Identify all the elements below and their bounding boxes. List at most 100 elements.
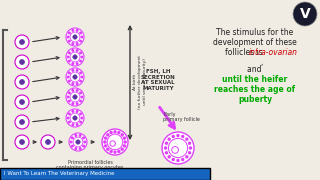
Circle shape (67, 96, 69, 98)
Circle shape (81, 96, 83, 98)
Circle shape (121, 134, 123, 136)
Circle shape (76, 103, 78, 104)
Circle shape (73, 35, 77, 39)
Circle shape (124, 141, 126, 143)
Circle shape (80, 40, 81, 42)
Text: development of these: development of these (213, 38, 297, 47)
Text: and: and (247, 65, 263, 74)
Circle shape (84, 141, 86, 143)
Circle shape (20, 40, 24, 44)
Circle shape (107, 134, 109, 136)
Circle shape (80, 121, 81, 123)
Circle shape (69, 133, 87, 151)
Circle shape (76, 70, 78, 71)
Circle shape (79, 135, 81, 136)
Circle shape (70, 72, 80, 82)
Circle shape (76, 140, 80, 144)
Circle shape (76, 83, 78, 84)
Circle shape (73, 55, 77, 59)
Circle shape (182, 136, 184, 138)
Circle shape (72, 83, 74, 84)
Circle shape (72, 50, 74, 51)
Text: intra-ovarian: intra-ovarian (249, 48, 298, 57)
Circle shape (188, 142, 190, 144)
Circle shape (20, 80, 24, 84)
Circle shape (177, 134, 179, 136)
Circle shape (177, 159, 179, 161)
Circle shape (72, 90, 74, 91)
Circle shape (68, 40, 70, 42)
Circle shape (80, 60, 81, 62)
Circle shape (110, 141, 116, 146)
Circle shape (73, 137, 83, 147)
Circle shape (172, 136, 174, 138)
Circle shape (68, 32, 70, 34)
Circle shape (83, 145, 84, 147)
Circle shape (182, 159, 184, 161)
Circle shape (66, 88, 84, 106)
Circle shape (188, 152, 190, 154)
Circle shape (124, 145, 125, 147)
Circle shape (168, 156, 170, 158)
Circle shape (80, 32, 81, 34)
Text: At birth
(no further development
until sexual maturity): At birth (no further development until s… (133, 55, 147, 109)
Text: V: V (300, 7, 310, 21)
Circle shape (70, 32, 80, 42)
Circle shape (76, 90, 78, 91)
Circle shape (76, 111, 78, 112)
Text: Primordial follicles
containing primary oocytes: Primordial follicles containing primary … (56, 160, 124, 170)
Circle shape (75, 135, 77, 136)
Circle shape (15, 75, 29, 89)
Circle shape (76, 43, 78, 44)
Text: FSH, LH
SECRETION
AT SEXUAL
MATURITY: FSH, LH SECRETION AT SEXUAL MATURITY (140, 69, 175, 91)
Circle shape (15, 95, 29, 109)
Circle shape (104, 141, 106, 143)
Circle shape (80, 113, 81, 115)
Circle shape (105, 137, 107, 139)
Circle shape (70, 92, 80, 102)
Circle shape (73, 95, 77, 99)
Text: ,: , (260, 58, 262, 67)
Text: follicles is: follicles is (225, 48, 265, 57)
Circle shape (118, 132, 120, 134)
Circle shape (68, 121, 70, 123)
Circle shape (72, 103, 74, 104)
Circle shape (20, 140, 24, 144)
Circle shape (76, 124, 78, 125)
Circle shape (67, 117, 69, 119)
Circle shape (165, 152, 167, 154)
Circle shape (76, 30, 78, 31)
Circle shape (68, 60, 70, 62)
Circle shape (81, 36, 83, 38)
Circle shape (186, 138, 188, 140)
Circle shape (66, 109, 84, 127)
Circle shape (118, 150, 120, 152)
Circle shape (102, 129, 128, 155)
Circle shape (20, 100, 24, 104)
Circle shape (72, 43, 74, 44)
Circle shape (114, 151, 116, 153)
Circle shape (172, 159, 174, 161)
Circle shape (67, 56, 69, 58)
Circle shape (81, 117, 83, 119)
Circle shape (293, 2, 317, 26)
Circle shape (168, 138, 170, 140)
Circle shape (15, 35, 29, 49)
Circle shape (68, 80, 70, 82)
Circle shape (79, 148, 81, 149)
Circle shape (66, 48, 84, 66)
Circle shape (70, 52, 80, 62)
Circle shape (68, 72, 70, 74)
Circle shape (66, 28, 84, 46)
Circle shape (110, 150, 112, 152)
Circle shape (80, 52, 81, 54)
Circle shape (67, 76, 69, 78)
Text: reaches the age of: reaches the age of (214, 85, 296, 94)
Circle shape (72, 124, 74, 125)
Text: The stimulus for the: The stimulus for the (216, 28, 294, 37)
FancyBboxPatch shape (0, 168, 210, 180)
Circle shape (20, 120, 24, 124)
Circle shape (80, 100, 81, 102)
Circle shape (72, 111, 74, 112)
Circle shape (81, 56, 83, 58)
